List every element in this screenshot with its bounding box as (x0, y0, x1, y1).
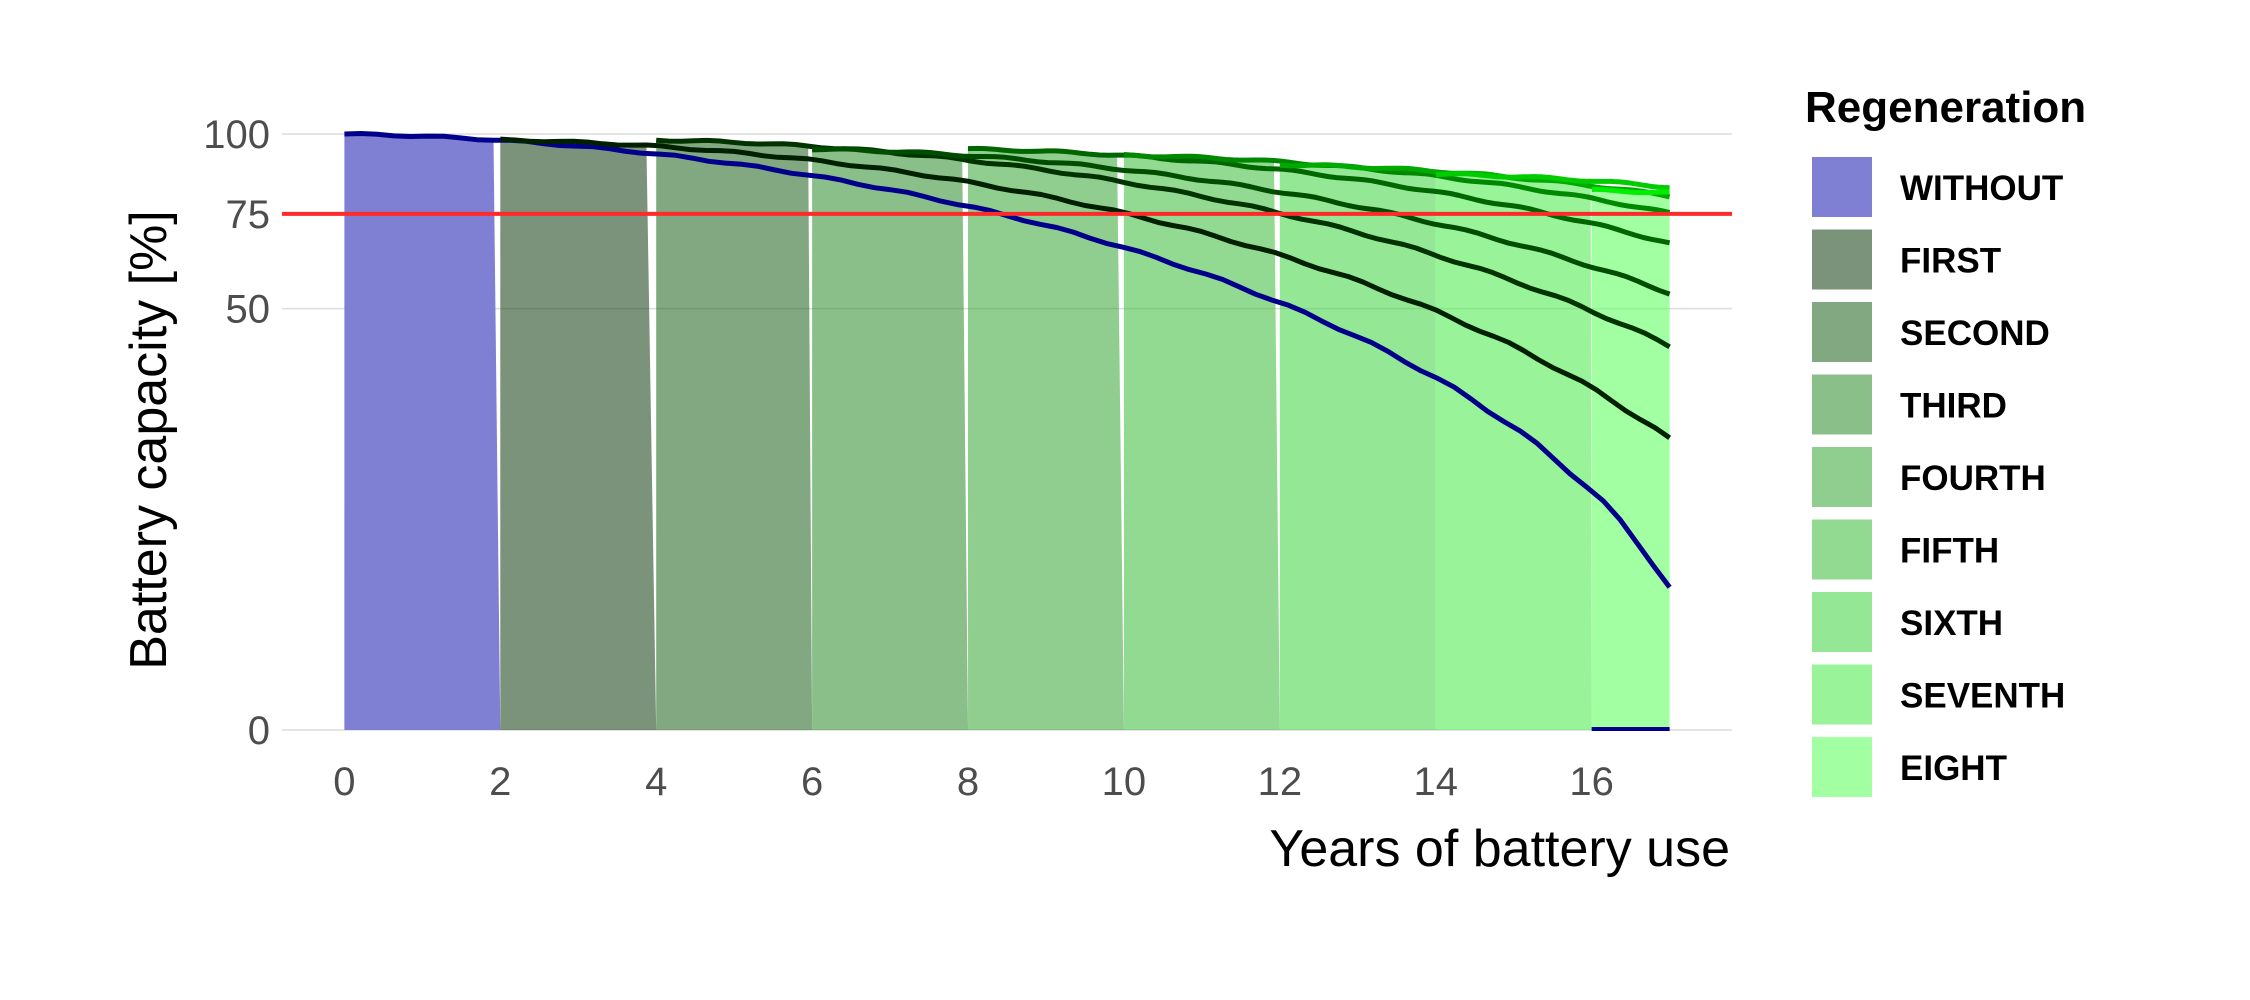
legend-key-fourth (1812, 447, 1872, 507)
legend-key-eight (1812, 737, 1872, 797)
legend-label-second: SECOND (1900, 314, 2050, 353)
x-tick-label-6: 6 (801, 760, 823, 804)
legend-label-eight: EIGHT (1900, 749, 2007, 788)
line-seventh (1435, 171, 1670, 191)
x-tick-label-16: 16 (1569, 760, 1614, 804)
area-sixth (1279, 164, 1436, 731)
x-axis-title: Years of battery use (1269, 820, 1730, 878)
legend-title: Regeneration (1805, 83, 2086, 132)
area-fifth (1123, 154, 1280, 730)
area-first (500, 139, 657, 731)
legend-label-without: WITHOUT (1900, 169, 2063, 208)
legend-key-fifth (1812, 519, 1872, 580)
legend-label-third: THIRD (1900, 387, 2007, 426)
legend-key-third (1812, 374, 1872, 435)
legend-key-seventh (1812, 664, 1872, 725)
y-tick-label-75: 75 (226, 193, 271, 237)
y-axis-title: Battery capacity [%] (120, 210, 178, 670)
y-tick-label-100: 100 (203, 113, 270, 157)
y-tick-label-0: 0 (248, 709, 270, 753)
legend-label-sixth: SIXTH (1900, 604, 2003, 643)
legend-key-second (1812, 302, 1872, 362)
legend-key-without (1812, 157, 1872, 217)
area-seventh (1435, 173, 1592, 730)
legend-label-seventh: SEVENTH (1900, 677, 2065, 716)
line-first (500, 136, 1672, 440)
line-fifth (1123, 152, 1671, 216)
axis-ticks: 0 2 4 6 8 10 12 14 16 0 50 75 100 (203, 113, 1614, 804)
y-tick-label-50: 50 (226, 288, 271, 332)
x-tick-label-8: 8 (957, 760, 979, 804)
area-eight (1591, 189, 1670, 730)
legend: Regeneration WITHOUT FIRST SECOND THIRD FOUR… (1805, 83, 2086, 797)
x-tick-label-14: 14 (1414, 760, 1459, 804)
legend-label-fourth: FOURTH (1900, 459, 2046, 498)
x-tick-label-10: 10 (1102, 760, 1147, 804)
area-second (656, 140, 813, 730)
area-third (812, 148, 969, 730)
legend-label-first: FIRST (1900, 242, 2001, 281)
series-areas (344, 133, 1670, 731)
x-tick-label-0: 0 (333, 760, 355, 804)
legend-label-fifth: FIFTH (1900, 532, 1999, 571)
legend-key-sixth (1812, 592, 1872, 652)
line-third (812, 146, 1671, 297)
area-without (344, 133, 501, 730)
x-tick-label-4: 4 (645, 760, 667, 804)
area-fourth (968, 148, 1124, 730)
legend-key-first (1812, 229, 1872, 290)
x-tick-label-2: 2 (489, 760, 511, 804)
x-tick-label-12: 12 (1258, 760, 1303, 804)
line-eight (1590, 186, 1672, 196)
